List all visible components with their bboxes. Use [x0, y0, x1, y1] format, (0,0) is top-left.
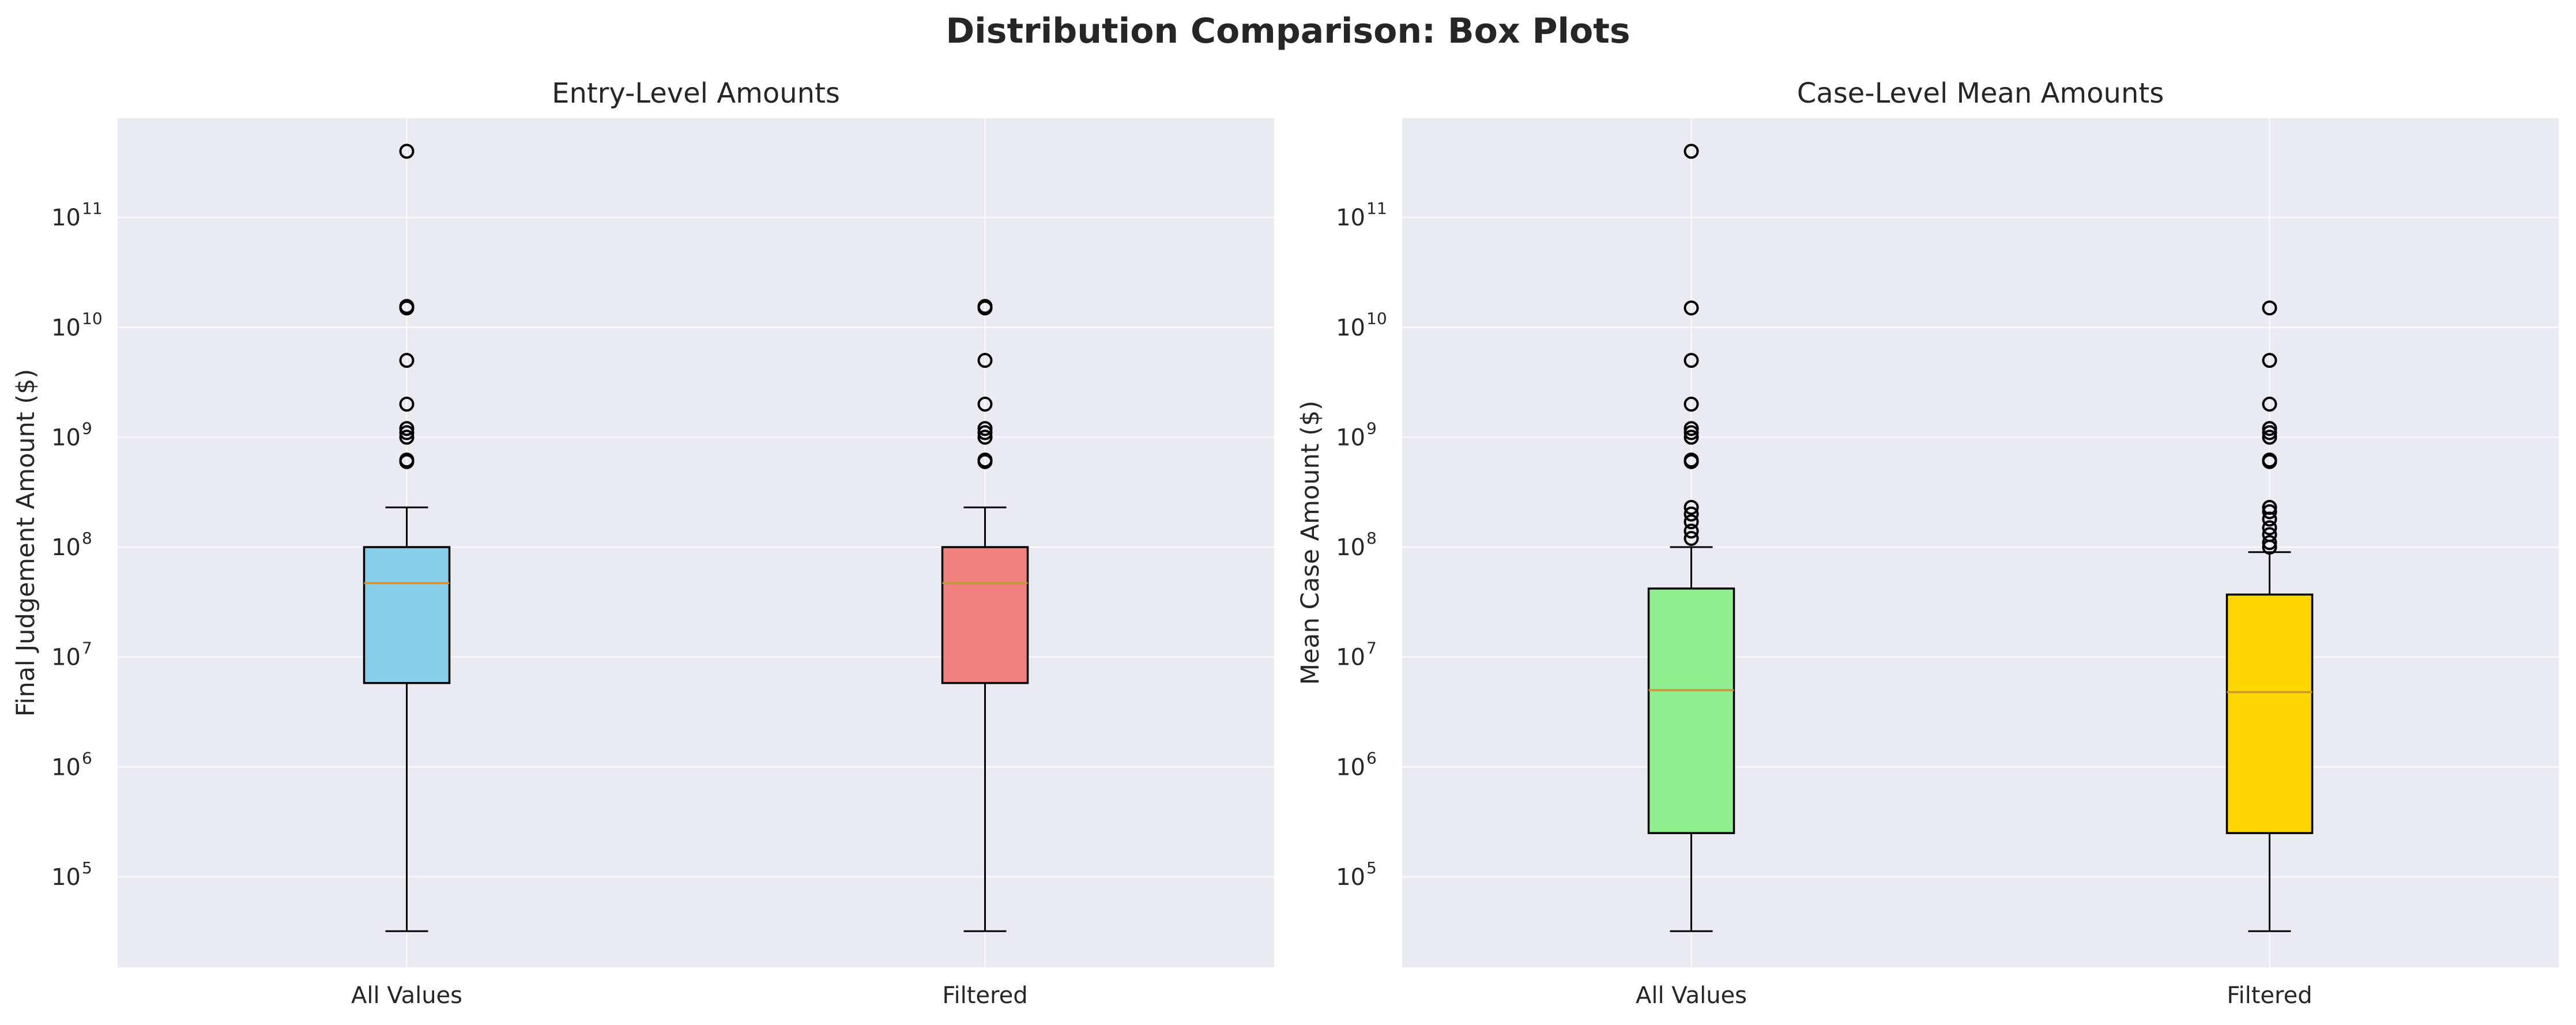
outlier-point: [977, 421, 993, 436]
box-all-values: [1647, 144, 1735, 932]
y-tick-exponent: 8: [82, 529, 92, 548]
outlier-point: [2262, 421, 2277, 436]
outlier-point: [1684, 300, 1699, 316]
y-tick-label: 10: [1336, 864, 1365, 891]
outlier-point: [2262, 452, 2277, 468]
y-tick-exponent: 5: [82, 858, 92, 877]
outlier-point: [399, 353, 415, 368]
box-filtered: [941, 299, 1029, 932]
y-tick-label: 10: [1336, 534, 1365, 561]
y-tick-label: 10: [1336, 315, 1365, 341]
outlier-point: [1684, 421, 1699, 436]
y-tick-label: 10: [51, 315, 81, 341]
x-tick-label: Filtered: [942, 982, 1027, 1009]
outlier-point: [977, 353, 993, 368]
y-tick-label: 10: [51, 864, 81, 891]
x-tick-label: Filtered: [2227, 982, 2312, 1009]
outlier-point: [399, 144, 415, 159]
outlier-point: [2262, 535, 2277, 551]
outlier-point: [1684, 397, 1699, 412]
y-tick-label: 10: [1336, 205, 1365, 231]
x-tick-label: All Values: [1636, 982, 1747, 1009]
outlier-point: [399, 397, 415, 412]
outlier-point: [1684, 506, 1699, 522]
y-tick-exponent: 10: [1366, 309, 1387, 328]
outlier-point: [399, 425, 415, 440]
y-tick-exponent: 9: [82, 419, 92, 438]
y-tick-label: 10: [1336, 645, 1365, 671]
y-tick-label: 10: [51, 534, 81, 561]
y-tick-label: 10: [1336, 424, 1365, 451]
outlier-point: [399, 299, 415, 314]
box-body: [2225, 593, 2314, 834]
outlier-point: [977, 429, 993, 445]
y-tick-exponent: 7: [82, 639, 92, 658]
outlier-point: [2262, 397, 2277, 412]
box-body: [363, 546, 451, 684]
outlier-point: [2262, 300, 2277, 316]
outlier-point: [2262, 425, 2277, 440]
x-tick-label: All Values: [351, 982, 462, 1009]
box-filtered: [2225, 300, 2314, 932]
outlier-point: [399, 429, 415, 445]
outlier-point: [2262, 353, 2277, 368]
outlier-point: [1684, 452, 1699, 468]
y-tick-label: 10: [51, 754, 81, 781]
figure-title: Distribution Comparison: Box Plots: [946, 11, 1630, 51]
outlier-point: [399, 421, 415, 436]
outlier-point: [2262, 500, 2277, 515]
y-tick-exponent: 5: [1366, 858, 1377, 877]
plot-area: [1402, 118, 2559, 967]
outlier-point: [2262, 520, 2277, 536]
outlier-point: [1684, 429, 1699, 445]
y-axis-label: Mean Case Amount ($): [1296, 401, 1325, 685]
outlier-point: [1684, 500, 1699, 515]
y-tick-exponent: 7: [1366, 639, 1377, 658]
y-tick-exponent: 6: [1366, 748, 1377, 767]
y-tick-exponent: 9: [1366, 419, 1377, 438]
y-tick-exponent: 11: [82, 199, 103, 218]
outlier-point: [977, 299, 993, 314]
outlier-point: [2262, 504, 2277, 519]
outlier-point: [2262, 429, 2277, 445]
outlier-point: [1684, 514, 1699, 530]
outlier-point: [1684, 530, 1699, 546]
y-tick-label: 10: [1336, 754, 1365, 781]
outlier-point: [399, 452, 415, 468]
y-tick-exponent: 11: [1366, 199, 1387, 218]
y-axis-label: Final Judgement Amount ($): [12, 369, 40, 717]
outlier-point: [1684, 425, 1699, 440]
outlier-point: [1684, 523, 1699, 539]
y-tick-exponent: 10: [82, 309, 103, 328]
y-tick-label: 10: [51, 645, 81, 671]
box-all-values: [363, 144, 451, 932]
y-tick-label: 10: [51, 424, 81, 451]
outlier-point: [1684, 144, 1699, 159]
outlier-point: [977, 425, 993, 440]
box-body: [1647, 587, 1735, 834]
plot-area: [118, 118, 1274, 967]
subplot-title: Case-Level Mean Amounts: [1797, 77, 2164, 110]
outlier-point: [2262, 527, 2277, 542]
subplot-title: Entry-Level Amounts: [552, 77, 840, 110]
box-body: [941, 546, 1029, 684]
outlier-point: [977, 397, 993, 412]
y-tick-exponent: 8: [1366, 529, 1377, 548]
y-tick-label: 10: [51, 205, 81, 231]
y-tick-exponent: 6: [82, 748, 92, 767]
outlier-point: [1684, 353, 1699, 368]
outlier-point: [977, 452, 993, 468]
